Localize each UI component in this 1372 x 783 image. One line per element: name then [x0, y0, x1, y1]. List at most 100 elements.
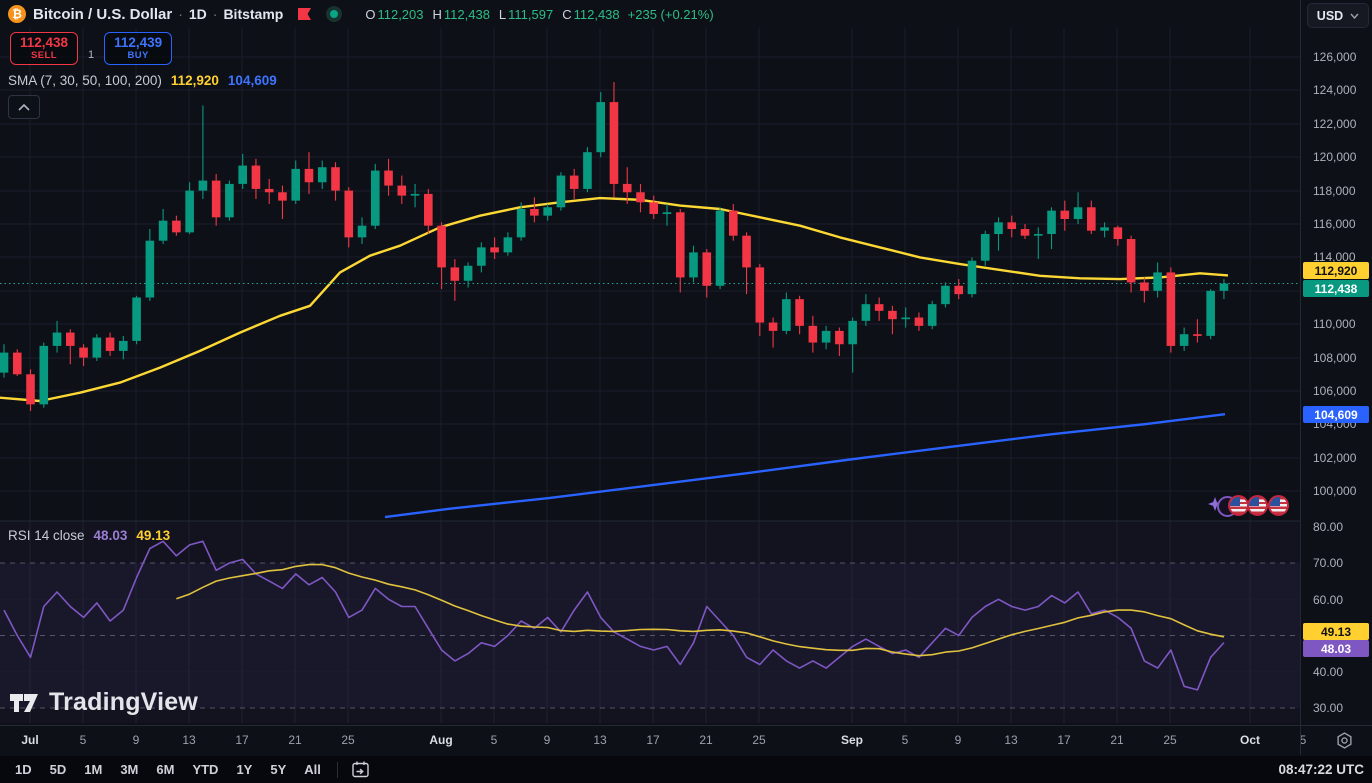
- time-axis-label: 13: [1004, 733, 1018, 747]
- low-label: L: [498, 6, 507, 22]
- us-flag-event-icon[interactable]: [1268, 495, 1289, 516]
- price-axis-label: 114,000: [1313, 250, 1356, 264]
- bottom-toolbar: 1D 5D 1M 3M 6M YTD 1Y 5Y All 08:47:22 UTC: [0, 756, 1372, 783]
- range-button-ytd[interactable]: YTD: [183, 758, 227, 781]
- price-axis-label: 70.00: [1313, 556, 1344, 570]
- time-axis-label: 9: [954, 733, 962, 747]
- symbol-title[interactable]: Bitcoin / U.S. Dollar: [33, 5, 173, 23]
- price-axis-label: 40.00: [1313, 665, 1344, 679]
- price-axis-label: 126,000: [1313, 50, 1357, 64]
- bitcoin-logo-icon: ₿: [8, 5, 26, 23]
- price-axis-label: 106,000: [1313, 384, 1357, 398]
- market-status-icon[interactable]: [326, 6, 343, 22]
- price-axis-label: 116,000: [1313, 217, 1356, 231]
- buy-button[interactable]: 112,439 BUY: [104, 32, 173, 65]
- sell-button[interactable]: 112,438 SELL: [10, 32, 78, 65]
- buy-price: 112,439: [114, 35, 163, 51]
- go-to-date-button[interactable]: [345, 758, 376, 781]
- time-axis-label: 5: [490, 733, 498, 747]
- tradingview-watermark: TradingView: [10, 688, 198, 717]
- sell-label: SELL: [31, 49, 57, 61]
- rsi-label: RSI 14 close: [8, 528, 85, 543]
- rsi-value: 48.03: [93, 528, 128, 543]
- price-badge: 112,438: [1303, 280, 1369, 297]
- sma-value-yellow: 112,920: [170, 73, 219, 88]
- low-value: 111,597: [508, 6, 554, 22]
- range-button-all[interactable]: All: [295, 758, 330, 781]
- time-axis-label: 25: [341, 733, 355, 747]
- price-axis[interactable]: USD 126,000 124,000 122,000 120,000 118,000 1…: [1300, 0, 1372, 755]
- time-axis-label: 5: [901, 733, 909, 747]
- candlestick-series[interactable]: [0, 82, 1229, 412]
- calendar-icon: [352, 761, 369, 778]
- sma-200-line[interactable]: [384, 413, 1226, 519]
- time-axis-label: 21: [699, 733, 713, 747]
- range-button-5y[interactable]: 5Y: [261, 758, 295, 781]
- us-flag-event-icon[interactable]: [1247, 495, 1268, 516]
- sparkle-icon: [1208, 497, 1222, 516]
- price-badge: 49.13: [1303, 623, 1369, 640]
- currency-dropdown[interactable]: USD: [1307, 3, 1369, 28]
- range-button-1d[interactable]: 1D: [6, 758, 41, 781]
- time-axis-label: Sep: [840, 733, 863, 747]
- toolbar-divider: [336, 761, 338, 778]
- range-buttons: 1D 5D 1M 3M 6M YTD 1Y 5Y All: [0, 758, 330, 781]
- time-axis-label: 9: [132, 733, 140, 747]
- time-axis-label: 25: [752, 733, 766, 747]
- spread-value: 1: [88, 49, 95, 61]
- high-label: H: [432, 6, 442, 22]
- separator: ·: [212, 6, 218, 22]
- interval-selector[interactable]: 1D: [188, 6, 207, 22]
- price-axis-label: 118,000: [1313, 184, 1356, 198]
- flag-icon[interactable]: [297, 7, 312, 21]
- time-axis-label: 17: [646, 733, 660, 747]
- price-badge: 104,609: [1303, 406, 1369, 423]
- rsi-pane-bg: [0, 521, 1300, 723]
- chevron-down-icon: [1350, 13, 1359, 19]
- time-axis-label: 21: [288, 733, 302, 747]
- time-axis-label: 17: [235, 733, 249, 747]
- sell-price: 112,438: [19, 35, 69, 51]
- order-panel: 112,438 SELL 1 112,439 BUY: [10, 32, 173, 65]
- range-button-3m[interactable]: 3M: [111, 758, 147, 781]
- price-axis-label: 102,000: [1313, 451, 1357, 465]
- time-axis-label: 9: [543, 733, 551, 747]
- price-axis-label: 30.00: [1313, 701, 1344, 715]
- price-axis-label: 108,000: [1313, 351, 1357, 365]
- rsi-indicator-legend[interactable]: RSI 14 close 48.03 49.13: [8, 528, 170, 543]
- price-axis-label: 124,000: [1313, 83, 1357, 97]
- buy-label: BUY: [127, 49, 149, 61]
- tradingview-logo-icon: [10, 693, 38, 712]
- open-label: O: [365, 6, 376, 22]
- us-flag-event-icon[interactable]: [1228, 495, 1249, 516]
- time-axis-label: 21: [1110, 733, 1124, 747]
- close-label: C: [562, 6, 572, 22]
- price-axis-label: 110,000: [1313, 317, 1356, 331]
- symbol-header: ₿ Bitcoin / U.S. Dollar · 1D · Bitstamp …: [8, 0, 714, 28]
- range-button-1y[interactable]: 1Y: [227, 758, 261, 781]
- rsi-band: [0, 563, 1300, 708]
- price-axis-label: 122,000: [1313, 117, 1357, 131]
- price-axis-label: 100,000: [1313, 484, 1357, 498]
- price-axis-label: 120,000: [1313, 150, 1357, 164]
- ohlc-readout: O 112,203 H 112,438 L 111,597 C 112,438 …: [356, 7, 713, 22]
- time-axis-label: 17: [1057, 733, 1071, 747]
- price-axis-label: 80.00: [1313, 520, 1344, 534]
- price-chart[interactable]: [0, 0, 1300, 725]
- exchange-name[interactable]: Bitstamp: [223, 6, 284, 22]
- time-axis-label: Oct: [1239, 733, 1260, 747]
- rsi-ma-value: 49.13: [136, 528, 171, 543]
- time-axis[interactable]: Jul 5 9 13 17 21 25 Aug 5 9 13 17 21 25 Sep 5 9 13 17 21 25 O…: [0, 725, 1372, 757]
- collapse-pane-button[interactable]: [8, 95, 40, 119]
- range-button-1m[interactable]: 1M: [75, 758, 111, 781]
- range-button-5d[interactable]: 5D: [41, 758, 76, 781]
- utc-clock[interactable]: 08:47:22 UTC: [1278, 762, 1364, 777]
- price-badge: 112,920: [1303, 262, 1369, 279]
- watermark-text: TradingView: [49, 688, 199, 716]
- time-axis-label: 25: [1163, 733, 1177, 747]
- gear-icon[interactable]: [1336, 732, 1353, 754]
- sma-indicator-legend[interactable]: SMA (7, 30, 50, 100, 200) 112,920 104,60…: [8, 73, 277, 88]
- range-button-6m[interactable]: 6M: [147, 758, 183, 781]
- rsi-ma-line[interactable]: [176, 563, 1225, 657]
- sma-30-line[interactable]: [0, 196, 1229, 403]
